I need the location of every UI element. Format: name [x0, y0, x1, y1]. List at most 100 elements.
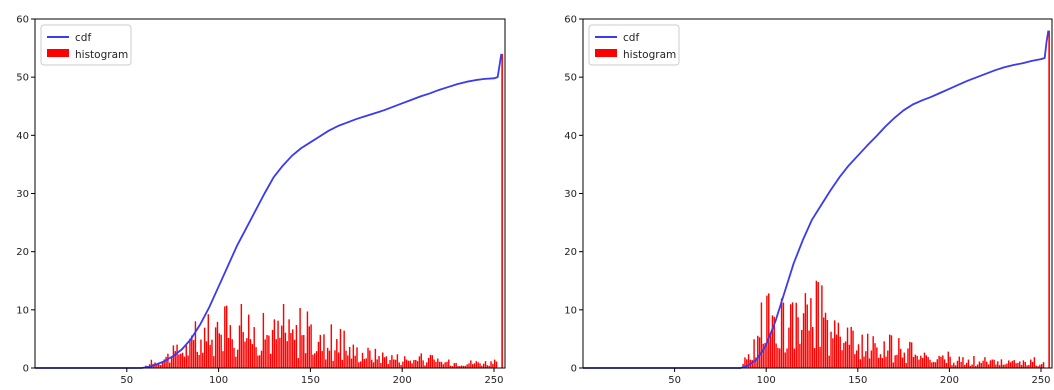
histogram-bar [407, 360, 410, 368]
histogram-bar [980, 363, 982, 368]
histogram-bar [744, 357, 746, 368]
histogram-bar [982, 360, 984, 368]
histogram-bar [1020, 365, 1023, 368]
histogram-bar [321, 350, 323, 368]
histogram-bar [464, 365, 467, 368]
histogram-bar [268, 335, 270, 368]
histogram-bar [854, 354, 856, 368]
histogram-bar [258, 355, 261, 368]
histogram-bar [356, 347, 358, 368]
histogram-bar [398, 362, 400, 368]
histogram-bar [165, 356, 167, 368]
histogram-bar [843, 342, 845, 368]
histogram-bars [145, 53, 503, 369]
histogram-bar [863, 356, 865, 368]
y-tick-label: 30 [16, 189, 29, 200]
histogram-bar [413, 360, 415, 368]
histogram-bar [775, 343, 777, 368]
legend: cdf histogram [588, 24, 680, 66]
histogram-bar [964, 364, 966, 368]
histogram-bar [868, 358, 871, 368]
histogram-bar [923, 352, 926, 368]
histogram-bar [777, 347, 779, 368]
histogram-edge-spike [501, 53, 503, 369]
histogram-bar [345, 350, 347, 368]
histogram-bar [352, 344, 355, 368]
histogram-bar [231, 339, 233, 368]
histogram-bar [304, 353, 307, 368]
histogram-bar [229, 325, 232, 368]
histogram-bar [747, 354, 750, 368]
x-tick-label: 50 [668, 375, 681, 386]
y-tick-label: 0 [23, 364, 29, 375]
histogram-bar [330, 324, 333, 368]
histogram-bar [372, 362, 375, 368]
histogram-bar [284, 332, 287, 368]
histogram-bar [468, 363, 470, 368]
histogram-bar [225, 305, 228, 368]
histogram-bar [936, 359, 939, 368]
histogram-bar [431, 355, 433, 368]
y-tick-label: 20 [16, 247, 29, 258]
y-tick-label: 10 [16, 305, 29, 316]
histogram-bar [301, 335, 303, 368]
histogram-bar [1028, 364, 1030, 368]
y-tick-label: 60 [16, 15, 29, 26]
y-tick-label: 50 [16, 73, 29, 84]
histogram-bar [369, 350, 371, 368]
histogram-bar [742, 363, 744, 368]
histogram-bar [768, 293, 770, 368]
histogram-bar [370, 359, 373, 368]
histogram-bar [758, 337, 761, 368]
histogram-bar [1002, 364, 1004, 368]
histogram-bar [460, 365, 463, 368]
histogram-bar [492, 363, 494, 368]
histogram-bar [806, 304, 808, 368]
histogram-bar [1009, 362, 1012, 368]
histogram-bar [385, 356, 388, 368]
x-tick-label: 150 [848, 375, 867, 386]
cdf-line [583, 30, 1050, 369]
y-tick-label: 10 [564, 305, 577, 316]
histogram-bar [181, 352, 184, 368]
histogram-bar [967, 359, 970, 368]
histogram-bar [833, 320, 836, 368]
histogram-bar [901, 357, 904, 368]
histogram-bar [418, 356, 421, 368]
histogram-bar [378, 356, 380, 368]
histogram-bar [310, 324, 312, 368]
histogram-bar [482, 363, 485, 368]
histogram-bar [462, 365, 465, 368]
legend: cdf histogram [40, 24, 132, 66]
histogram-bar [852, 330, 854, 368]
histogram-bar [288, 319, 290, 368]
histogram-bar [389, 360, 391, 368]
histogram-bar [286, 341, 288, 368]
histogram-bar [855, 350, 858, 368]
histogram-bar [898, 338, 900, 368]
histogram-bar [976, 364, 979, 368]
histogram-bar [987, 364, 990, 368]
histogram-bar [306, 311, 309, 368]
histogram-bar [374, 348, 377, 368]
histogram-bar [314, 353, 316, 368]
histogram-bar [1026, 365, 1028, 368]
histogram-bar [180, 353, 182, 368]
histogram-bar [872, 336, 874, 368]
histogram-bar [888, 334, 891, 368]
histogram-bar [791, 302, 794, 368]
histogram-bar [424, 365, 426, 368]
histogram-bar [303, 334, 305, 368]
histogram-bar [299, 307, 301, 368]
chart-right: 50 100 150 200 250 0 10 20 30 40 50 60 cdf histogram [564, 15, 1053, 386]
histogram-bar [799, 343, 801, 368]
legend-histogram-swatch [47, 49, 69, 57]
histogram-bar [969, 365, 971, 368]
histogram-bar [1019, 361, 1021, 368]
histogram-bar [839, 336, 841, 368]
histogram-bar [275, 339, 277, 368]
histogram-bar [176, 344, 178, 368]
histogram-bar [251, 344, 254, 368]
histogram-bar [292, 329, 294, 368]
histogram-bar [771, 315, 774, 368]
